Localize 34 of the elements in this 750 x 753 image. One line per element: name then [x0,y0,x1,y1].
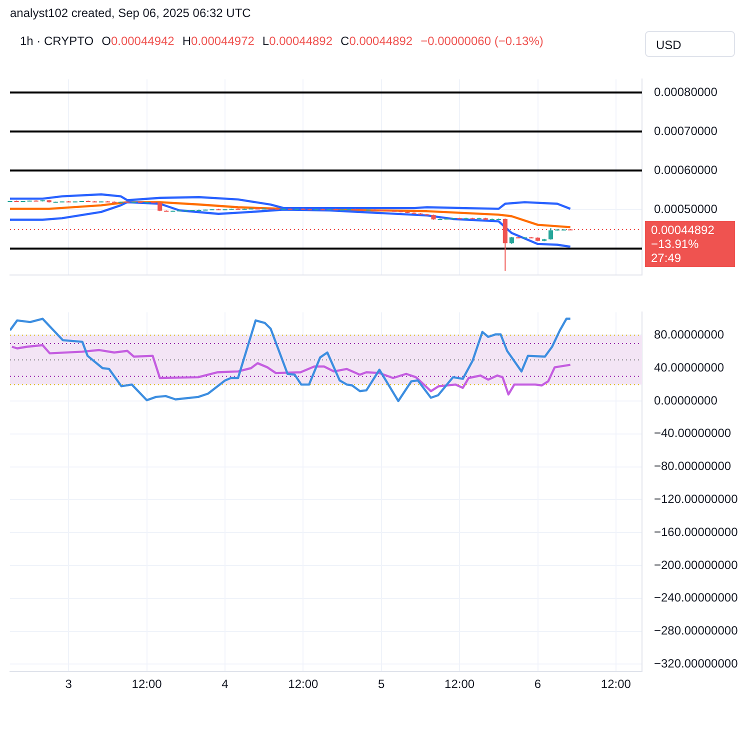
text: USD [645,31,735,57]
x-tick-label: 12:00 [444,677,475,692]
y-tick-label: −80.00000000 [654,459,732,474]
y-tick-label: −200.00000000 [654,558,738,572]
text: H0.00044972 [182,34,254,48]
y-tick-label: 40.00000000 [654,360,724,374]
y-tick-label: 0.00000000 [654,393,718,408]
x-tick-label: 5 [378,677,386,692]
text: analyst102 created, Sep 06, 2025 06:32 UTC [10,6,251,20]
y-tick-label: 0.00070000 [654,124,718,138]
ref-line-label: 0.00044892 [651,222,716,237]
chart-title: 1h · CRYPTO [20,34,94,48]
y-tick-label: −40.00000000 [654,426,732,440]
y-tick-label: 0.00060000 [654,162,718,177]
y-tick-label: 80.00000000 [654,328,724,342]
y-tick-label: −320.00000000 [654,656,738,671]
y-tick-label: −240.00000000 [654,590,738,605]
y-tick-label: −160.00000000 [654,524,738,539]
text: −13.91% [651,236,700,251]
y-tick-label: 0.00050000 [654,202,718,216]
text: C0.00044892 [340,34,413,48]
text: O0.00044942 [102,34,174,48]
x-tick-label: 3 [65,677,72,692]
y-tick-label: −280.00000000 [654,624,738,638]
text: 27:49 [651,250,682,265]
y-tick-label: −120.00000000 [654,492,738,506]
y-tick-label: 0.00080000 [654,84,718,99]
x-tick-label: 6 [534,677,542,692]
text: L0.00044892 [262,34,333,48]
x-tick-label: 12:00 [288,677,319,692]
x-tick-label: 4 [222,677,229,692]
text: −0.00000060 (−0.13%) [420,34,544,48]
x-tick-label: 12:00 [132,677,162,692]
x-tick-label: 12:00 [600,677,632,692]
